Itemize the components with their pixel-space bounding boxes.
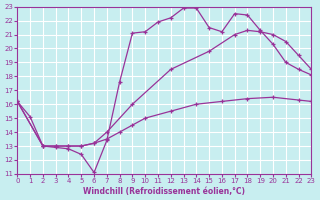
X-axis label: Windchill (Refroidissement éolien,°C): Windchill (Refroidissement éolien,°C) xyxy=(84,187,245,196)
